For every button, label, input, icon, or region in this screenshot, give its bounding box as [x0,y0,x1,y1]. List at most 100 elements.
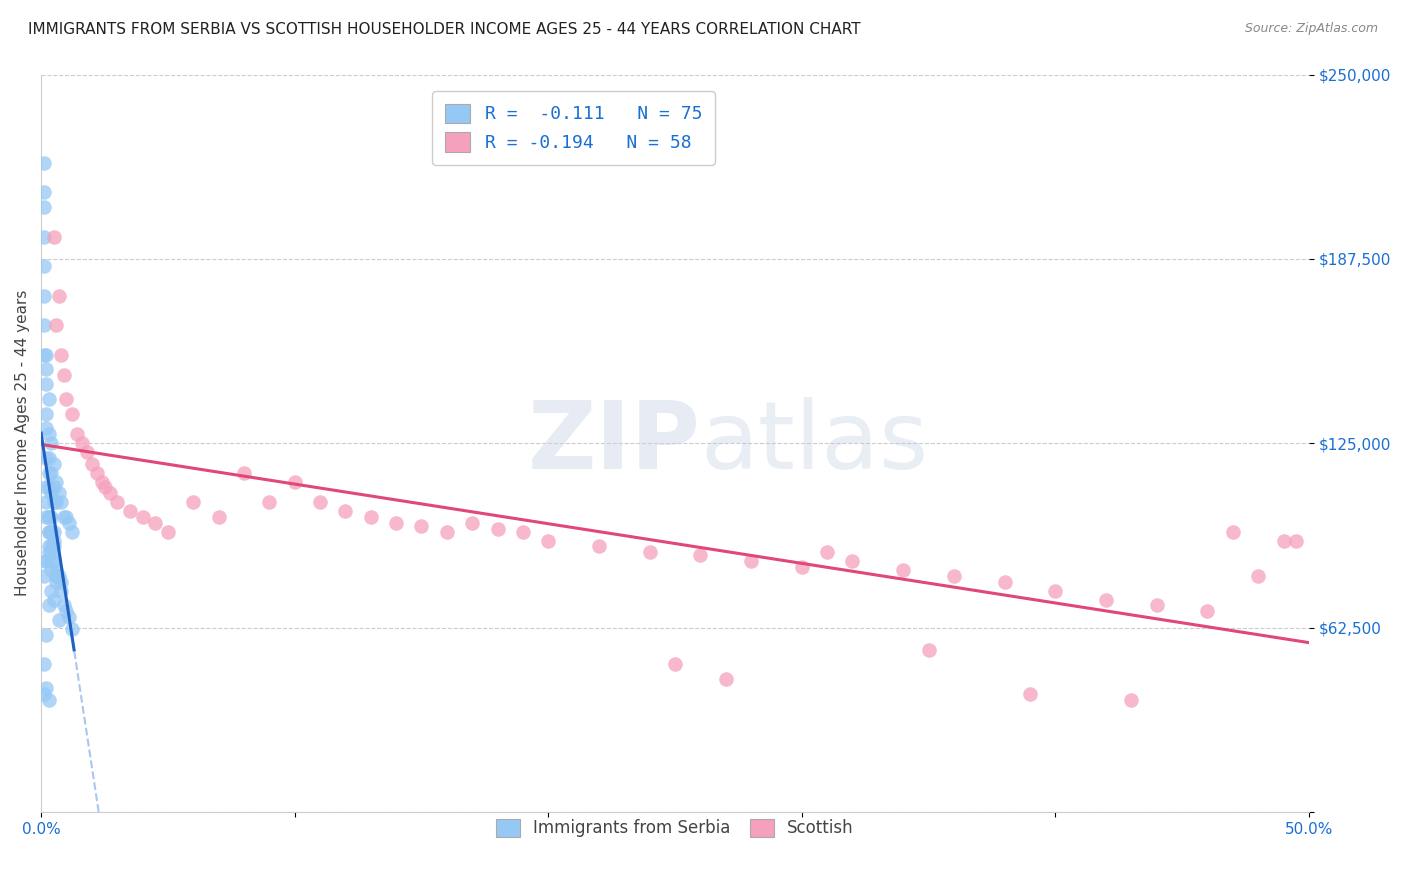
Point [38,450,60,465]
Point [32,156,55,170]
Point [942,569,965,583]
Point [486,522,509,536]
Point [32,289,55,303]
Point [537,533,560,548]
Point [1095,592,1118,607]
Text: Source: ZipAtlas.com: Source: ZipAtlas.com [1244,22,1378,36]
Point [1146,599,1168,613]
Point [207,510,229,524]
Point [841,554,863,568]
Point [60,407,83,421]
Point [45,574,67,589]
Point [35,407,58,421]
Point [45,475,67,489]
Point [42,524,65,539]
Point [35,554,58,568]
Point [38,599,60,613]
Point [39,466,62,480]
Text: ZIP: ZIP [527,397,700,489]
Point [98,486,121,500]
Point [994,574,1017,589]
Point [39,563,62,577]
Point [80,457,103,471]
Point [32,687,55,701]
Point [39,540,62,554]
Point [143,516,166,530]
Point [156,524,179,539]
Point [45,495,67,509]
Point [52,510,75,524]
Point [891,563,914,577]
Y-axis label: Householder Income Ages 25 - 44 years: Householder Income Ages 25 - 44 years [15,290,30,597]
Point [35,450,58,465]
Point [42,554,65,568]
Point [38,392,60,406]
Point [917,642,939,657]
Point [65,427,87,442]
Point [38,540,60,554]
Point [42,229,65,244]
Point [32,259,55,273]
Point [32,569,55,583]
Point [32,186,55,200]
Point [436,524,458,539]
Point [58,516,80,530]
Point [35,421,58,435]
Point [284,475,307,489]
Point [35,628,58,642]
Point [35,554,58,568]
Point [32,229,55,244]
Point [86,466,108,480]
Point [55,510,77,524]
Point [39,554,62,568]
Point [48,289,70,303]
Point [233,466,256,480]
Point [35,362,58,376]
Point [58,610,80,624]
Point [461,516,484,530]
Point [39,486,62,500]
Point [1247,569,1270,583]
Point [45,569,67,583]
Point [39,436,62,450]
Point [1285,533,1308,548]
Point [39,510,62,524]
Point [1197,604,1219,618]
Point [38,510,60,524]
Point [35,348,58,362]
Point [42,540,65,554]
Point [52,599,75,613]
Point [70,436,93,450]
Point [55,392,77,406]
Point [38,427,60,442]
Point [48,613,70,627]
Point [39,524,62,539]
Point [35,681,58,695]
Point [91,475,114,489]
Point [512,524,534,539]
Point [790,560,813,574]
Point [131,510,153,524]
Point [60,622,83,636]
Point [51,495,73,509]
Point [38,480,60,494]
Point [51,574,73,589]
Point [38,524,60,539]
Point [55,604,77,618]
Point [52,368,75,383]
Point [740,554,762,568]
Point [1222,524,1244,539]
Point [1019,687,1042,701]
Point [32,657,55,672]
Point [335,504,357,518]
Point [51,348,73,362]
Point [93,480,115,494]
Point [48,569,70,583]
Point [45,563,67,577]
Point [39,545,62,559]
Point [76,445,98,459]
Point [309,495,332,509]
Point [32,200,55,214]
Point [118,504,141,518]
Point [411,518,433,533]
